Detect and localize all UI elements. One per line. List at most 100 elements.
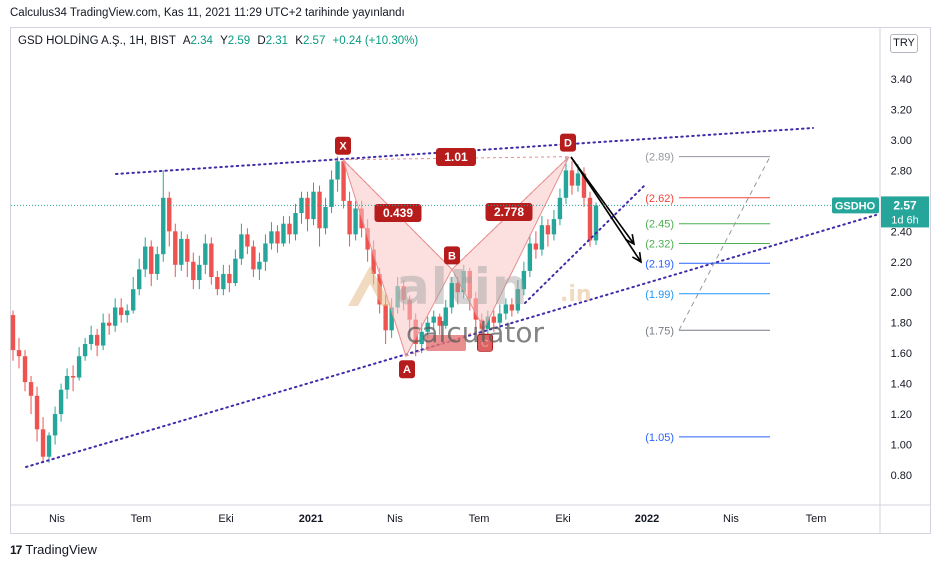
candle-body — [437, 316, 442, 326]
candle-body — [52, 414, 58, 436]
pattern-point-marker — [444, 246, 460, 265]
candle-body — [22, 356, 28, 383]
y-tick-label: 1.00 — [891, 440, 912, 452]
candle-body — [521, 270, 527, 290]
candle-body — [155, 254, 160, 274]
candle-body — [82, 344, 88, 357]
pattern-ratio-box — [426, 335, 466, 351]
y-tick-label: 0.80 — [891, 470, 912, 482]
published-line: Calculus34 TradingView.com, Kas 11, 2021… — [10, 7, 405, 19]
tradingview-logo[interactable]: 17 TradingView — [10, 542, 97, 557]
forecast-arrow — [570, 156, 642, 263]
ticker-tag-label: GSDHO — [835, 200, 876, 212]
candle-body — [137, 269, 142, 290]
candle-body — [587, 197, 593, 241]
open-value: 2.34 — [190, 35, 213, 47]
pattern-ratio-label: 1.01 — [444, 150, 468, 164]
forecast-arrow-head — [624, 234, 636, 246]
candle-body — [161, 197, 166, 255]
candle-body — [347, 200, 352, 235]
tradingview-mark-icon: 17 — [10, 542, 22, 557]
x-tick-label: Eki — [218, 513, 233, 525]
candle-body — [34, 395, 40, 430]
candle-body — [209, 243, 214, 277]
candle-body — [431, 316, 436, 323]
y-tick-label: 1.60 — [891, 348, 912, 360]
chart-frame — [10, 27, 931, 534]
candle-body — [251, 246, 256, 270]
candle-body — [299, 197, 304, 214]
pattern-triangle-bcd — [451, 156, 570, 330]
y-tick-label: 3.20 — [891, 104, 912, 116]
y-tick-label: 2.40 — [891, 226, 912, 238]
candle-body — [425, 322, 430, 332]
fib-level-label: (1.05) — [645, 432, 674, 444]
pattern-point-marker — [335, 136, 351, 155]
candle-body — [329, 179, 334, 207]
candle-body — [173, 231, 178, 265]
pattern-ratio-label-hidden: 0.893 — [432, 338, 460, 350]
y-tick-label: 2.80 — [891, 165, 912, 177]
candle-body — [455, 283, 460, 293]
candle-body — [88, 334, 94, 345]
candle-body — [64, 376, 70, 390]
candle-body — [371, 249, 376, 274]
pattern-point-label: D — [564, 138, 572, 150]
x-tick-label: Nis — [387, 513, 403, 525]
candle-body — [593, 205, 599, 241]
pattern-ratio-box — [485, 203, 533, 221]
candle-body — [365, 228, 370, 250]
candle-body — [533, 243, 539, 250]
open-label: A — [182, 35, 191, 47]
candle-body — [203, 243, 208, 265]
y-tick-label: 2.20 — [891, 257, 912, 269]
pattern-ratio-label-hidden: 0.605 — [471, 338, 499, 350]
x-tick-label: 2022 — [635, 513, 659, 525]
ticker-tag — [832, 197, 879, 214]
low-label: D — [257, 35, 266, 47]
y-tick-label: 1.80 — [891, 318, 912, 330]
fib-level-label: (2.62) — [645, 193, 674, 205]
inner-trendline — [524, 185, 645, 304]
candle-body — [389, 307, 394, 331]
candle-body — [10, 315, 16, 351]
x-tick-label: Tem — [469, 513, 490, 525]
candle-body — [143, 246, 148, 270]
candle-body — [527, 243, 533, 271]
price-tag-value: 2.57 — [893, 198, 917, 212]
candle-body — [515, 289, 521, 311]
pattern-ratio-box — [436, 148, 476, 166]
high-value: 2.59 — [227, 35, 251, 47]
candle-body — [239, 234, 244, 259]
candle-body — [124, 310, 130, 316]
pattern-ratio-box — [374, 204, 422, 222]
candle-body — [317, 191, 322, 229]
x-tick-label: Nis — [723, 513, 739, 525]
candle-body — [76, 356, 82, 378]
y-tick-label: 1.20 — [891, 409, 912, 421]
currency-button[interactable]: TRY — [890, 34, 918, 53]
candle-body — [287, 223, 292, 235]
candle-body — [563, 170, 569, 198]
candle-body — [16, 350, 22, 357]
candle-body — [131, 289, 136, 311]
x-tick-label: Eki — [555, 513, 570, 525]
candle-body — [305, 197, 310, 220]
symbol-name[interactable]: GSD HOLDİNG A.Ş., 1H, BIST — [18, 35, 176, 47]
candle-body — [557, 197, 563, 220]
tradingview-brand: TradingView — [25, 542, 97, 557]
fib-level-label: (2.32) — [645, 238, 674, 250]
candle-body — [575, 173, 581, 186]
x-tick-label: Tem — [131, 513, 152, 525]
candle-body — [497, 313, 503, 323]
change-value: +0.24 (+10.30%) — [332, 35, 419, 47]
candle-body — [263, 243, 268, 262]
fib-level-label: (1.99) — [645, 289, 674, 301]
candle-body — [40, 429, 46, 457]
candle-body — [485, 316, 491, 329]
candle-body — [179, 238, 184, 265]
candle-body — [94, 334, 100, 346]
fib-level-label: (2.45) — [645, 219, 674, 231]
candle-body — [281, 223, 286, 244]
